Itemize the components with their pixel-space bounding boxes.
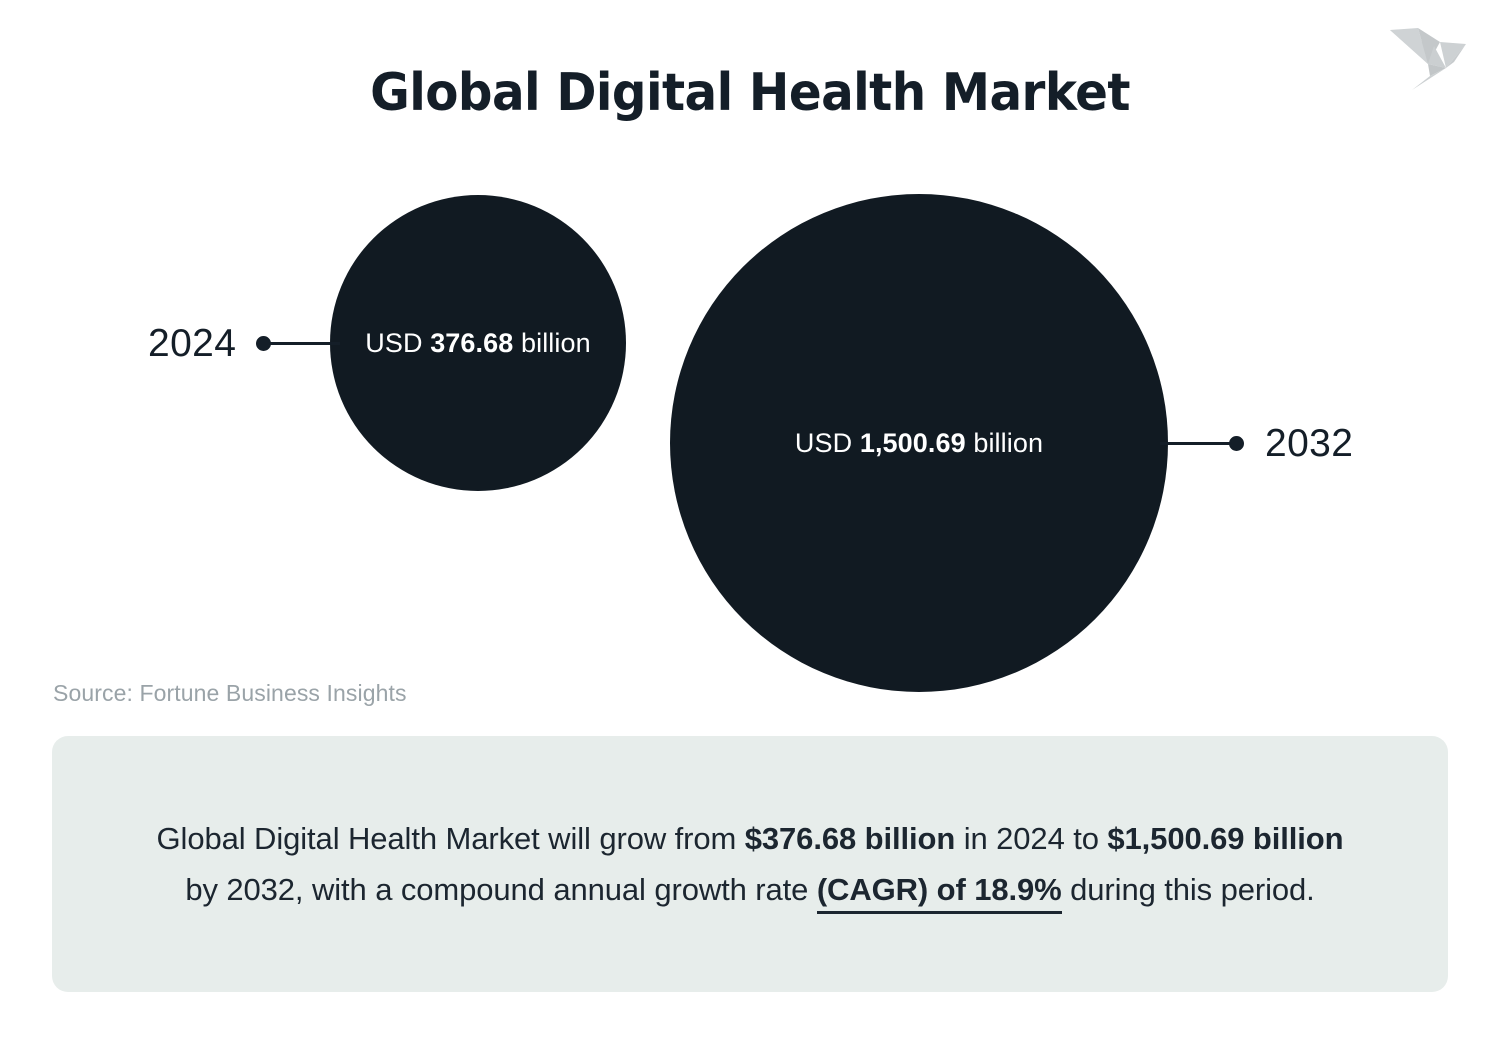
leader-dot-2024 <box>256 336 271 351</box>
caption-part-1: Global Digital Health Market will grow f… <box>156 821 745 856</box>
caption-part-2: in 2024 to <box>955 821 1108 856</box>
bubble-2024-label: USD 376.68 billion <box>365 328 590 359</box>
leader-dot-2032 <box>1229 436 1244 451</box>
origami-bird-logo <box>1390 28 1466 90</box>
bubble-2032-value: 1,500.69 <box>859 427 966 458</box>
leader-line-2032 <box>1160 442 1236 445</box>
bubble-2024-value: 376.68 <box>430 327 514 358</box>
bubble-2024-suffix: billion <box>513 327 591 358</box>
caption-part-3: by 2032, with a compound annual growth r… <box>185 872 817 907</box>
caption-bold-2: $1,500.69 billion <box>1107 821 1344 856</box>
caption-part-4: during this period. <box>1061 872 1315 907</box>
source-note: Source: Fortune Business Insights <box>53 680 407 706</box>
bubble-2024-prefix: USD <box>365 327 431 358</box>
year-label-2032: 2032 <box>1265 422 1354 465</box>
bubble-2024: USD 376.68 billion <box>330 195 626 491</box>
bubble-2032: USD 1,500.69 billion <box>670 194 1168 692</box>
bubble-2032-prefix: USD <box>794 427 860 458</box>
year-label-2024: 2024 <box>148 322 237 365</box>
leader-line-2024 <box>266 342 340 345</box>
caption-bold-1: $376.68 billion <box>744 821 956 856</box>
caption-text: Global Digital Health Market will grow f… <box>150 813 1350 915</box>
bubble-2032-label: USD 1,500.69 billion <box>795 428 1043 459</box>
caption-card: Global Digital Health Market will grow f… <box>52 736 1448 992</box>
caption-cagr-underlined: (CAGR) of 18.9% <box>816 872 1062 914</box>
bubble-chart: USD 376.68 billion USD 1,500.69 billion … <box>148 194 1354 692</box>
page-title: Global Digital Health Market <box>370 63 1130 123</box>
bubble-2032-suffix: billion <box>965 427 1044 458</box>
